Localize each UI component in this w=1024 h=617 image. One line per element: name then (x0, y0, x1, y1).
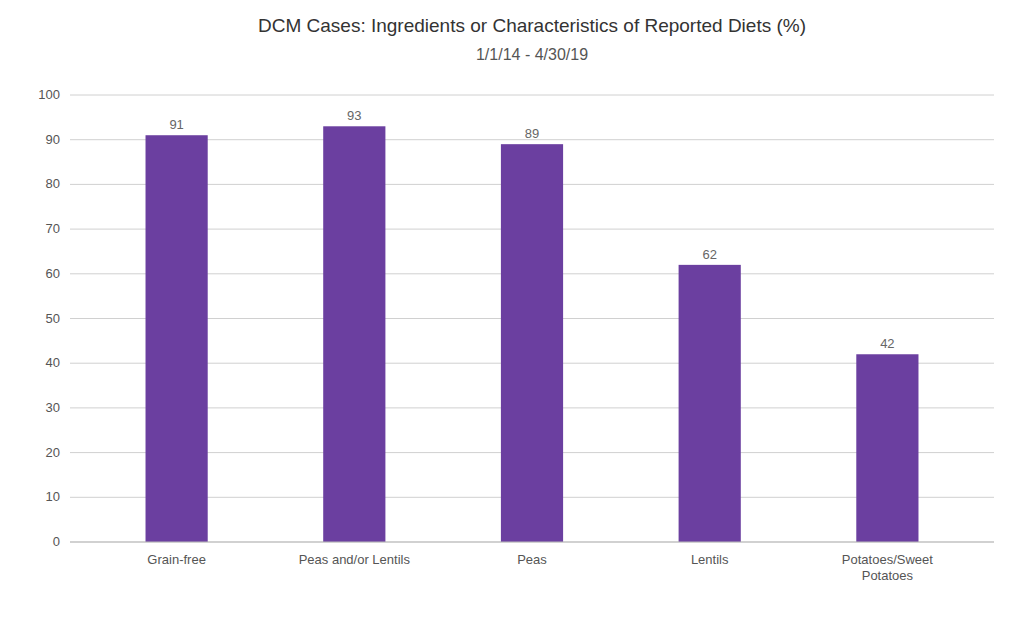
x-tick-label-line: Grain-free (147, 552, 206, 567)
grid-line (70, 542, 994, 543)
background (0, 0, 1024, 617)
y-tick-label: 10 (46, 489, 60, 504)
x-tick-label-line: Potatoes (862, 568, 914, 583)
x-tick-label-line: Peas and/or Lentils (299, 552, 411, 567)
y-tick-label: 40 (46, 355, 60, 370)
x-axis: Grain-free Peas and/or Lentils Peas Lentils… (147, 552, 933, 583)
x-tick-label-line: Lentils (691, 552, 729, 567)
bar (501, 144, 563, 542)
data-label: 42 (880, 336, 894, 351)
y-tick-label: 90 (46, 132, 60, 147)
title: DCM Cases: Ingredients or Characteristic… (258, 15, 806, 36)
x-tick-label: Potatoes/SweetPotatoes (842, 552, 933, 583)
y-tick-label: 70 (46, 221, 60, 236)
x-tick-label-line: Potatoes/Sweet (842, 552, 933, 567)
bar (323, 126, 385, 542)
subtitle: 1/1/14 - 4/30/19 (476, 46, 588, 63)
x-axis-line (70, 542, 994, 543)
y-tick-label: 50 (46, 311, 60, 326)
bars (146, 126, 919, 542)
y-axis: 0 10 20 30 40 50 60 70 80 90 100 (38, 87, 994, 549)
y-tick-label: 60 (46, 266, 60, 281)
x-tick-label: Lentils (691, 552, 729, 567)
bar (679, 265, 741, 542)
data-label: 91 (169, 117, 183, 132)
grid-line (70, 95, 994, 96)
bar (856, 354, 918, 542)
x-tick-label: Peas and/or Lentils (299, 552, 411, 567)
x-tick-label: Grain-free (147, 552, 206, 567)
chart-svg: DCM Cases: Ingredients or Characteristic… (0, 0, 1024, 617)
x-tick-label-line: Peas (517, 552, 547, 567)
y-tick-label: 30 (46, 400, 60, 415)
y-tick-label: 0 (53, 534, 60, 549)
y-tick-label: 100 (38, 87, 60, 102)
data-labels: 91 93 89 62 42 (169, 108, 894, 351)
y-tick-label: 80 (46, 176, 60, 191)
data-label: 89 (525, 126, 539, 141)
data-label: 62 (702, 247, 716, 262)
x-tick-label: Peas (517, 552, 547, 567)
chart-container: DCM Cases: Ingredients or Characteristic… (0, 0, 1024, 617)
bar (146, 135, 208, 542)
data-label: 93 (347, 108, 361, 123)
y-tick-label: 20 (46, 445, 60, 460)
